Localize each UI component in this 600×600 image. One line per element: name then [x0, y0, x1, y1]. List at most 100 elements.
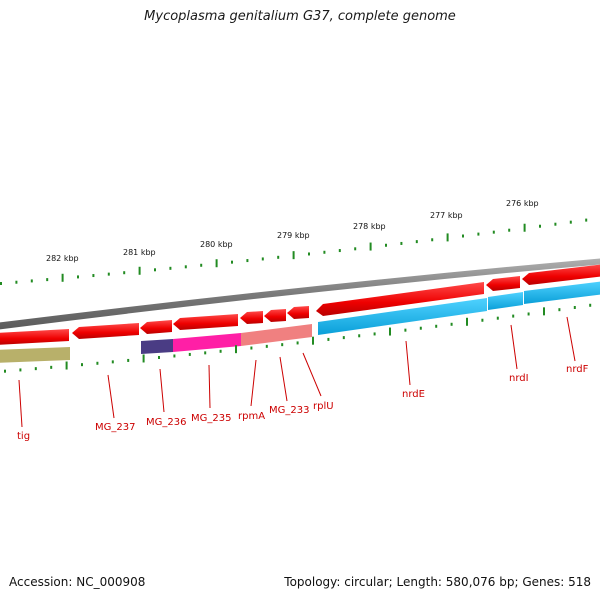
- outer-ruler-major-tick: [61, 273, 64, 282]
- gene-label-leaders: [18, 316, 576, 428]
- genome-backbone: [0, 258, 600, 330]
- leader-rplu: [302, 352, 322, 397]
- leader-rpma: [250, 359, 257, 407]
- gene-label-rpma: rpmA: [238, 411, 265, 422]
- kbp-labels: 282 kbp 281 kbp 280 kbp 279 kbp 278 kbp …: [46, 199, 539, 263]
- map-title: Mycoplasma genitalium G37, complete geno…: [144, 9, 456, 24]
- inner-ruler-major-tick: [142, 354, 145, 363]
- gene-arrow-nrde: [316, 282, 484, 316]
- outer-ruler-minor-tick: [246, 259, 249, 263]
- cog-block-nrdi: [488, 292, 523, 310]
- outer-ruler-minor-tick: [261, 257, 264, 261]
- cog-track: [0, 281, 600, 363]
- inner-ruler-minor-tick: [573, 305, 576, 309]
- inner-ruler-major-tick: [543, 307, 545, 316]
- leader-mg237: [107, 374, 115, 419]
- outer-ruler-minor-tick: [15, 280, 18, 284]
- inner-ruler-minor-tick: [19, 368, 22, 372]
- kbp-label-281: 281 kbp: [123, 248, 156, 257]
- kbp-label-276: 276 kbp: [506, 199, 539, 208]
- inner-kbp-ruler: [4, 303, 592, 373]
- outer-ruler-minor-tick: [77, 275, 79, 279]
- outer-ruler-major-tick: [369, 242, 372, 251]
- inner-ruler-minor-tick: [496, 316, 499, 320]
- leader-mg233: [279, 356, 288, 402]
- leader-mg235: [208, 364, 211, 409]
- outer-ruler-minor-tick: [308, 252, 310, 256]
- accession-text: Accession: NC_000908: [9, 575, 146, 589]
- outer-ruler-minor-tick: [431, 238, 434, 242]
- outer-ruler-minor-tick: [585, 218, 588, 222]
- outer-kbp-ruler: [0, 218, 588, 285]
- inner-ruler-minor-tick: [589, 303, 592, 307]
- inner-ruler-minor-tick: [127, 358, 130, 362]
- inner-ruler-minor-tick: [281, 343, 284, 347]
- inner-ruler-minor-tick: [327, 337, 330, 341]
- gene-label-mg235: MG_235: [191, 413, 231, 424]
- inner-ruler-minor-tick: [342, 336, 345, 340]
- outer-ruler-minor-tick: [200, 263, 203, 267]
- kbp-label-279: 279 kbp: [277, 231, 310, 240]
- inner-ruler-minor-tick: [296, 341, 299, 345]
- outer-ruler-minor-tick: [554, 222, 557, 226]
- inner-ruler-major-tick: [389, 327, 391, 336]
- gene-arrow-mg237: [72, 323, 139, 339]
- gene-arrow-rplu: [287, 306, 309, 319]
- gene-arrow-mg236: [140, 320, 172, 334]
- outer-ruler-minor-tick: [508, 228, 511, 232]
- gene-label-mg237: MG_237: [95, 422, 135, 433]
- outer-ruler-minor-tick: [492, 230, 495, 234]
- kbp-label-278: 278 kbp: [353, 222, 386, 231]
- gene-arrow-nrdf: [522, 264, 600, 285]
- inner-ruler-minor-tick: [358, 334, 361, 338]
- kbp-label-280: 280 kbp: [200, 240, 233, 249]
- inner-ruler-minor-tick: [373, 332, 376, 336]
- inner-ruler-minor-tick: [419, 326, 422, 330]
- inner-ruler-minor-tick: [50, 365, 53, 369]
- outer-ruler-minor-tick: [400, 241, 403, 245]
- gene-label-mg233: MG_233: [269, 405, 309, 416]
- gene-label-mg236: MG_236: [146, 417, 186, 428]
- inner-ruler-minor-tick: [435, 324, 438, 328]
- leader-nrdf: [566, 316, 576, 362]
- outer-ruler-minor-tick: [0, 282, 2, 285]
- inner-ruler-minor-tick: [404, 328, 407, 332]
- gene-arrow-tig: [0, 329, 69, 345]
- inner-ruler-minor-tick: [527, 312, 530, 316]
- gene-arrow-mg235: [173, 314, 238, 330]
- leader-tig: [18, 379, 23, 428]
- outer-ruler-minor-tick: [323, 250, 326, 254]
- inner-ruler-minor-tick: [34, 367, 37, 371]
- gene-arrow-rpma: [240, 311, 263, 324]
- cog-block-rpma-rplu: [241, 324, 312, 346]
- outer-ruler-minor-tick: [154, 268, 156, 272]
- cog-block-nrdf: [524, 281, 600, 304]
- outer-ruler-minor-tick: [231, 260, 233, 264]
- inner-ruler-major-tick: [466, 317, 468, 326]
- outer-ruler-minor-tick: [539, 224, 541, 228]
- inner-ruler-minor-tick: [265, 344, 268, 348]
- inner-ruler-minor-tick: [96, 361, 99, 365]
- outer-ruler-minor-tick: [169, 266, 172, 270]
- outer-ruler-minor-tick: [107, 272, 110, 276]
- outer-ruler-minor-tick: [30, 279, 33, 283]
- cog-block-tig: [0, 347, 70, 363]
- leader-nrde: [405, 340, 411, 386]
- outer-ruler-major-tick: [138, 266, 141, 275]
- inner-ruler-major-tick: [235, 345, 237, 354]
- outer-ruler-minor-tick: [277, 255, 280, 259]
- inner-ruler-minor-tick: [111, 360, 114, 364]
- outer-ruler-minor-tick: [415, 240, 418, 244]
- gene-arrow-nrdi: [486, 276, 520, 291]
- outer-ruler-minor-tick: [477, 232, 480, 236]
- outer-ruler-minor-tick: [46, 278, 49, 282]
- inner-ruler-minor-tick: [450, 322, 453, 326]
- inner-ruler-minor-tick: [219, 349, 222, 353]
- inner-ruler-major-tick: [65, 361, 68, 370]
- inner-ruler-minor-tick: [158, 355, 160, 359]
- inner-ruler-major-tick: [312, 336, 314, 345]
- genome-summary-text: Topology: circular; Length: 580,076 bp; …: [284, 575, 591, 589]
- outer-ruler-major-tick: [523, 223, 526, 232]
